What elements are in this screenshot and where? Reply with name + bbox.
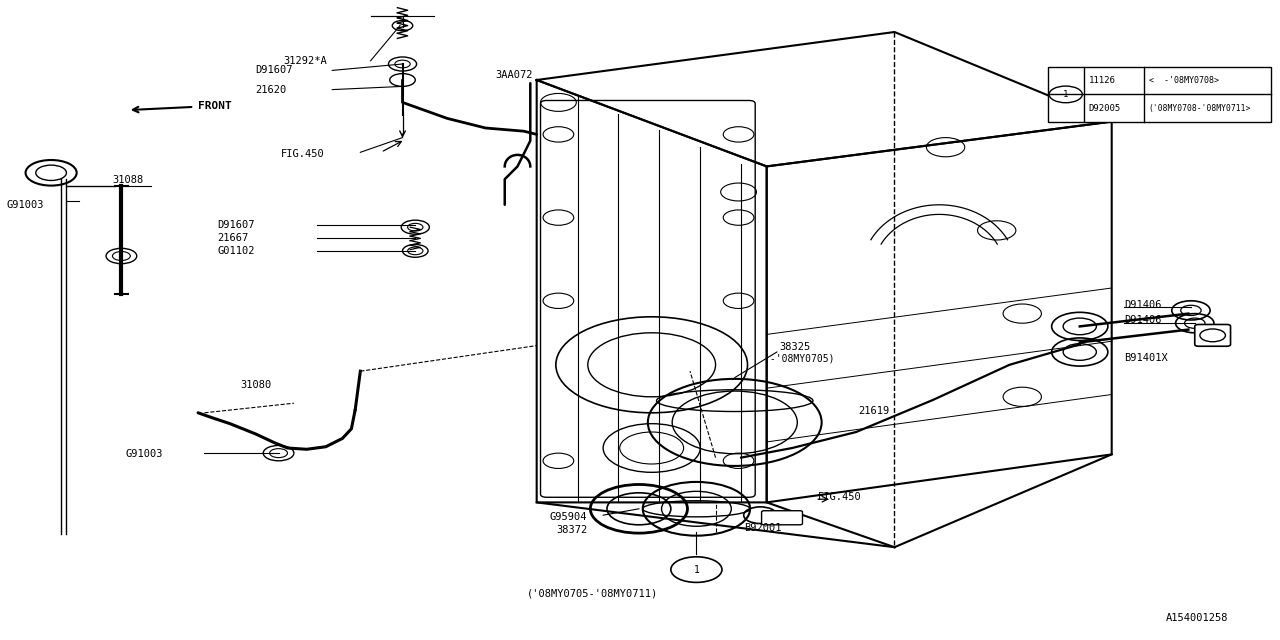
Text: 31088: 31088 [113,175,143,186]
Text: (-'08MY0705): (-'08MY0705) [764,353,835,364]
Text: 38372: 38372 [556,525,588,535]
Text: G95904: G95904 [549,512,588,522]
Text: D91406: D91406 [1124,300,1162,310]
Text: FIG.450: FIG.450 [818,492,861,502]
FancyBboxPatch shape [1194,324,1230,346]
Text: 3AA072: 3AA072 [495,70,534,80]
FancyBboxPatch shape [762,511,803,525]
Text: D91406: D91406 [1124,315,1162,325]
Text: D91607: D91607 [256,65,293,76]
Text: 21620: 21620 [256,84,287,95]
Text: 21619: 21619 [859,406,890,416]
Text: 31080: 31080 [241,380,271,390]
Text: ('08MY0708-'08MY0711>: ('08MY0708-'08MY0711> [1148,104,1251,113]
Text: 31292*A: 31292*A [284,56,328,66]
Text: B91401X: B91401X [1124,353,1169,364]
Text: FRONT: FRONT [198,100,232,111]
Text: 1: 1 [1062,90,1069,99]
Text: 38325: 38325 [780,342,810,352]
Text: G01102: G01102 [218,246,255,256]
Text: D92005: D92005 [1089,104,1121,113]
Text: B92001: B92001 [744,523,781,533]
Text: D91607: D91607 [218,220,255,230]
Text: 11126: 11126 [1089,76,1116,85]
Text: G91003: G91003 [6,200,44,210]
Text: 1: 1 [694,564,699,575]
Text: 21667: 21667 [218,233,248,243]
Text: <  -'08MY0708>: < -'08MY0708> [1148,76,1219,85]
Text: G91003: G91003 [125,449,163,460]
Text: FIG.450: FIG.450 [282,148,325,159]
Text: A154001258: A154001258 [1165,612,1228,623]
Text: ('08MY0705-'08MY0711): ('08MY0705-'08MY0711) [526,589,658,599]
Bar [1048,67,1271,122]
